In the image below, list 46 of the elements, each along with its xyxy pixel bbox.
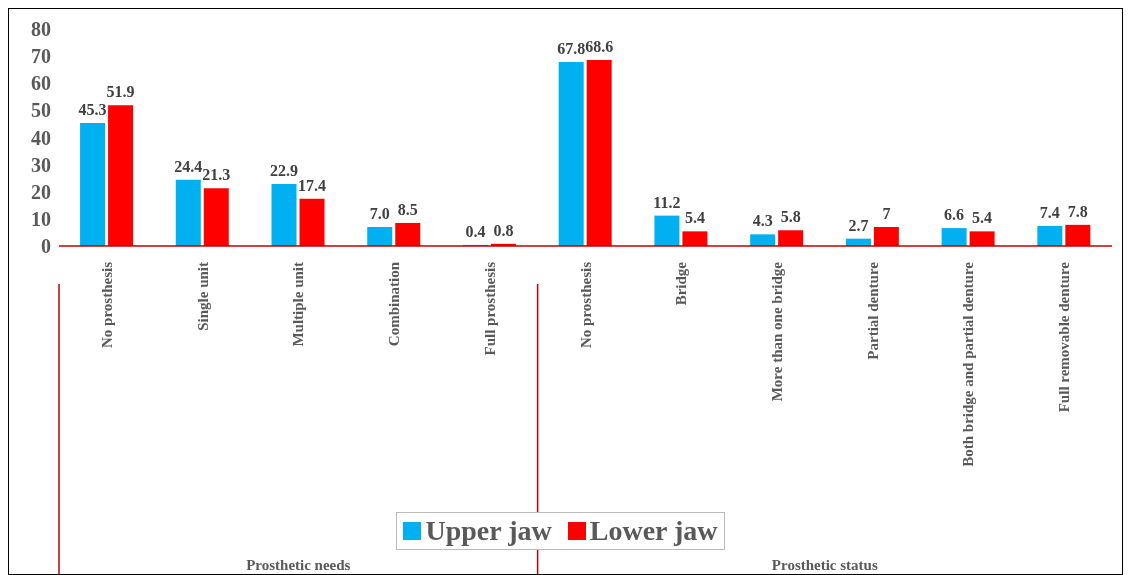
legend-label: Lower jaw [588,515,718,547]
data-label: 67.8 [557,40,586,58]
legend-label: Upper jaw [424,515,552,547]
x-tick-label: Partial denture [864,261,881,360]
text: Prosthetic needs [246,557,351,573]
y-tick-label: 40 [31,126,51,149]
data-label: 0.4 [465,222,486,240]
data-label: 21.3 [202,166,231,184]
x-tick-label: Both bridge and partial denture [960,261,977,467]
y-tick-label: 0 [41,235,51,258]
data-label: 7.4 [1039,203,1060,221]
data-label: 7 [882,205,891,223]
data-label: 68.6 [585,37,614,55]
data-label: 17.4 [298,176,327,194]
y-tick-label: 50 [31,99,51,122]
y-tick-label: 20 [31,180,51,203]
data-label: 4.3 [752,212,773,230]
x-tick-label: Bridge [673,261,690,306]
x-tick-label: Full removable denture [1056,261,1073,413]
data-label: 5.4 [972,209,993,227]
x-tick-label: Multiple unit [290,262,307,347]
x-tick-label: Combination [386,261,403,347]
x-tick-label: No prosthesis [577,261,594,348]
y-tick-label: 60 [31,72,51,95]
y-tick-label: 70 [31,45,51,68]
x-tick-label: No prosthesis [98,261,115,348]
data-label: 51.9 [106,83,135,101]
data-label: 5.4 [684,209,705,227]
data-label: 7.0 [369,205,390,223]
y-tick-label: 30 [31,153,51,176]
data-label: 11.2 [653,193,681,211]
data-label: 0.8 [493,221,514,239]
y-tick-label: 10 [31,207,51,230]
data-label: 8.5 [397,200,418,218]
data-label: 22.9 [270,161,299,179]
data-label: 2.7 [848,216,869,234]
x-tick-label: Single unit [194,262,211,331]
data-label: 45.3 [78,101,107,119]
text: Prosthetic status [771,557,878,573]
data-label: 7.8 [1067,202,1088,220]
data-label: 6.6 [944,206,965,224]
data-label: 24.4 [174,157,203,175]
x-tick-label: More than one bridge [768,261,785,402]
data-label: 5.8 [780,208,801,226]
x-tick-label: Full prosthesis [481,261,498,356]
y-tick-label: 80 [31,18,51,41]
